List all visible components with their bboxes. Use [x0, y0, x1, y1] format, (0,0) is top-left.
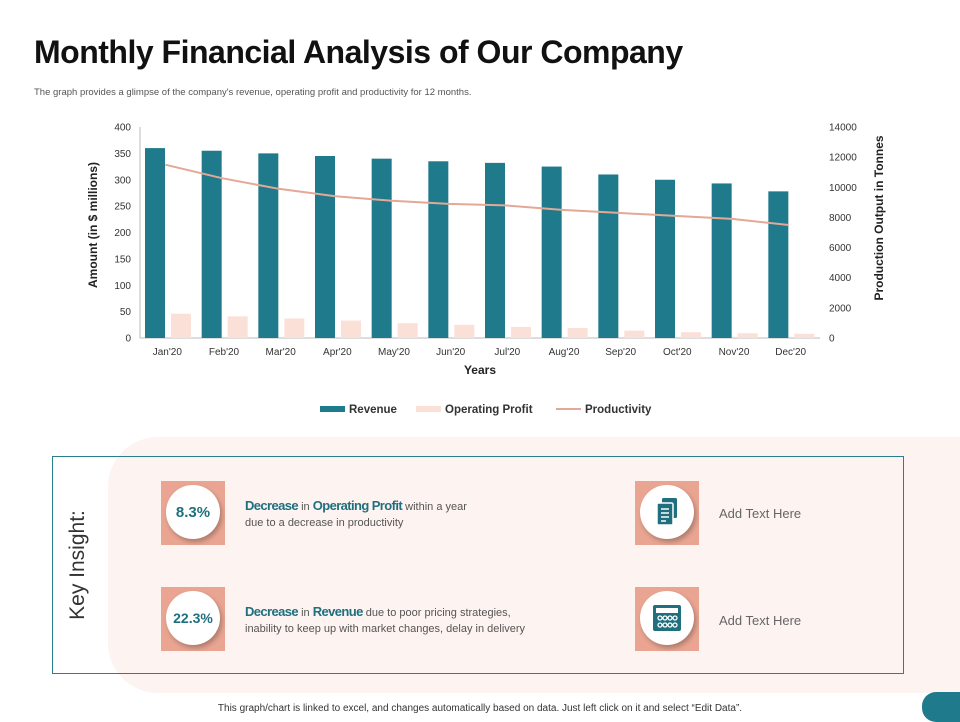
y2-tick-label-4: 8000: [829, 213, 852, 224]
y2-tick-label-7: 14000: [829, 123, 857, 134]
highlight-decrease: Decrease: [245, 604, 299, 619]
x-tick-label-2: Feb'20: [209, 347, 240, 358]
page-title: Monthly Financial Analysis of Our Compan…: [34, 34, 683, 70]
insight-background: [108, 437, 960, 693]
insight-tile-calculator: [635, 587, 699, 651]
insight-tile-operating-profit: 8.3%: [161, 481, 225, 545]
legend-swatch-revenue: [320, 406, 345, 412]
add-text-placeholder-1[interactable]: Add Text Here: [719, 506, 802, 521]
highlight-revenue: Revenue: [312, 604, 364, 619]
legend-label-productivity: Productivity: [585, 404, 652, 416]
operating-profit-bar-5: [397, 323, 418, 338]
operating-profit-bar-1: [171, 313, 191, 338]
documents-icon: [656, 498, 677, 526]
revenue-bar-11: [711, 183, 732, 338]
y2-tick-label-3: 6000: [829, 243, 852, 254]
operating-profit-bar-2: [227, 316, 248, 338]
x-tick-label-8: Aug'20: [549, 347, 580, 358]
add-text-placeholder-2[interactable]: Add Text Here: [719, 613, 802, 628]
corner-tab: [922, 692, 960, 722]
operating-profit-bar-11: [737, 333, 758, 338]
text-rest-line2: due to a decrease in productivity: [245, 517, 404, 529]
insight-text-revenue: Decrease in Revenue due to poor pricing …: [245, 604, 585, 637]
highlight-decrease: Decrease: [245, 498, 299, 513]
text-rest-line2: inability to keep up with market changes…: [245, 623, 526, 635]
y2-tick-label-5: 10000: [829, 183, 857, 194]
operating-profit-bar-10: [681, 332, 701, 338]
revenue-bar-7: [485, 162, 505, 338]
icon-badge: [640, 485, 694, 539]
key-insight-heading: Key Insight:: [66, 510, 89, 620]
operating-profit-percent: 8.3%: [175, 503, 211, 521]
y-tick-label-4: 200: [114, 228, 131, 239]
x-tick-label-7: Jul'20: [494, 347, 520, 358]
insight-text-operating-profit: Decrease in Operating Profit within a ye…: [245, 498, 565, 531]
percent-badge: 22.3%: [166, 591, 220, 645]
x-tick-label-1: Jan'20: [153, 347, 183, 358]
operating-profit-bar-12: [794, 333, 815, 338]
financial-chart[interactable]: 0 50 100 150 200 250 300 350 400 0 2000 4000 6000 80…: [0, 110, 960, 430]
y2-tick-label-2: 4000: [829, 273, 852, 284]
revenue-bar-1: [145, 148, 165, 338]
operating-profit-bar-4: [341, 320, 361, 338]
y2-axis-title: Production Output in Tonnes: [872, 135, 886, 300]
page-subtitle: The graph provides a glimpse of the comp…: [34, 87, 472, 98]
x-tick-label-6: Jun'20: [436, 347, 466, 358]
footer-note: This graph/chart is linked to excel, and…: [217, 703, 743, 714]
x-tick-label-10: Oct'20: [663, 347, 692, 358]
y-tick-label-1: 50: [120, 307, 132, 318]
calculator-icon: [653, 605, 681, 631]
y-tick-label-8: 400: [114, 123, 131, 134]
legend-label-operating-profit: Operating Profit: [445, 404, 533, 416]
insight-tile-documents: [635, 481, 699, 545]
revenue-bar-6: [428, 161, 449, 338]
x-tick-label-9: Sep'20: [605, 347, 636, 358]
x-tick-label-11: Nov'20: [719, 347, 750, 358]
x-tick-label-5: May'20: [378, 347, 410, 358]
productivity-line: [165, 163, 789, 226]
x-axis-title: Years: [464, 363, 496, 377]
revenue-bar-5: [371, 158, 392, 338]
key-insight-panel: [52, 456, 904, 674]
revenue-bar-12: [768, 191, 789, 338]
text-rest-line1: within a year: [402, 501, 467, 513]
chart-legend: Revenue Operating Profit Productivity: [320, 404, 652, 416]
y-tick-label-2: 100: [114, 281, 131, 292]
y-tick-label-3: 150: [114, 254, 131, 265]
y-tick-label-7: 350: [114, 149, 131, 160]
text-rest-line1: due to poor pricing strategies,: [362, 607, 511, 619]
operating-profit-bar-8: [567, 327, 588, 338]
revenue-bar-8: [541, 166, 562, 338]
y2-tick-label-6: 12000: [829, 153, 857, 164]
y-tick-label-5: 250: [114, 202, 131, 213]
y-axis-title: Amount (in $ millions): [86, 162, 100, 288]
legend-swatch-operating-profit: [416, 406, 441, 412]
text-in: in: [298, 607, 313, 619]
revenue-bar-3: [258, 153, 279, 338]
operating-profit-bar-9: [624, 330, 645, 338]
revenue-bar-2: [201, 150, 222, 338]
revenue-bar-10: [655, 179, 675, 338]
revenue-bar-4: [315, 156, 335, 338]
text-in: in: [298, 501, 313, 513]
insight-tile-revenue: 22.3%: [161, 587, 225, 651]
operating-profit-bar-6: [454, 324, 475, 338]
icon-badge: [640, 591, 694, 645]
revenue-percent: 22.3%: [173, 610, 213, 626]
y2-tick-label-0: 0: [829, 334, 835, 345]
x-tick-label-4: Apr'20: [323, 347, 352, 358]
revenue-bar-9: [598, 174, 619, 338]
percent-badge: 8.3%: [166, 485, 220, 539]
legend-label-revenue: Revenue: [349, 404, 397, 416]
y2-tick-label-1: 2000: [829, 303, 852, 314]
x-tick-label-12: Dec'20: [775, 347, 806, 358]
x-tick-label-3: Mar'20: [266, 347, 297, 358]
operating-profit-bar-3: [284, 318, 305, 338]
y-tick-label-0: 0: [125, 334, 131, 345]
y-tick-label-6: 300: [114, 175, 131, 186]
operating-profit-bar-7: [511, 326, 531, 338]
highlight-operating-profit: Operating Profit: [312, 498, 403, 513]
